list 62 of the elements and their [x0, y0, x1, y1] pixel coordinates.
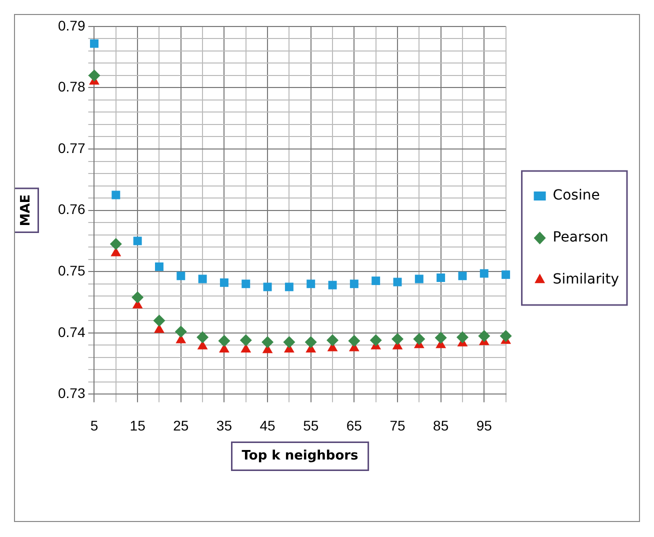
y-tick-label: 0.74 [58, 324, 86, 340]
legend-label: Similarity [552, 272, 620, 288]
x-tick-label: 25 [173, 417, 189, 434]
point [242, 280, 250, 288]
y-tick-label: 0.73 [58, 385, 86, 402]
x-tick-label: 45 [260, 417, 276, 434]
point [88, 69, 100, 82]
point [328, 280, 337, 290]
x-tick-label: 85 [433, 417, 449, 434]
point [414, 274, 424, 284]
point [220, 278, 228, 287]
point [500, 330, 512, 342]
legend-label: Pearson [552, 230, 608, 246]
point [132, 291, 144, 304]
legend-label: Cosine [552, 188, 600, 204]
point [478, 330, 490, 342]
y-tick-label: 0.76 [58, 201, 86, 218]
y-tick-label: 0.78 [58, 78, 86, 95]
x-tick-label: 95 [476, 417, 492, 434]
point [304, 336, 317, 348]
point [174, 326, 187, 338]
x-tick-label: 65 [346, 417, 362, 434]
y-tick-label: 0.77 [58, 140, 86, 156]
point [240, 334, 252, 346]
y-axis-title: MAE [18, 194, 34, 226]
point [196, 331, 209, 344]
point [350, 280, 358, 288]
point [198, 274, 207, 284]
point [348, 334, 360, 347]
point [370, 334, 382, 346]
x-tick-label: 5 [90, 417, 98, 434]
point [393, 278, 402, 286]
point [372, 276, 380, 286]
point [502, 270, 510, 279]
point [458, 272, 467, 280]
point [434, 332, 447, 344]
point [436, 273, 446, 282]
point [263, 282, 272, 292]
point [392, 333, 404, 346]
point [413, 333, 426, 346]
y-tick-label: 0.75 [58, 262, 86, 278]
point [262, 336, 274, 348]
point [90, 39, 98, 48]
point [176, 272, 186, 280]
x-axis-title: Top k neighbors [242, 448, 359, 464]
point [153, 314, 166, 327]
point [110, 238, 122, 250]
point [112, 190, 120, 200]
point [306, 280, 316, 288]
point [284, 282, 294, 292]
y-tick-label: 0.79 [58, 17, 86, 34]
point [154, 262, 164, 271]
point [283, 336, 296, 348]
point [456, 331, 468, 344]
point [480, 269, 488, 278]
point [133, 236, 142, 246]
x-tick-label: 35 [216, 417, 232, 434]
x-tick-label: 75 [390, 417, 406, 434]
point [218, 334, 230, 347]
x-tick-label: 55 [303, 417, 319, 434]
x-tick-label: 15 [130, 417, 146, 434]
point [326, 334, 339, 346]
